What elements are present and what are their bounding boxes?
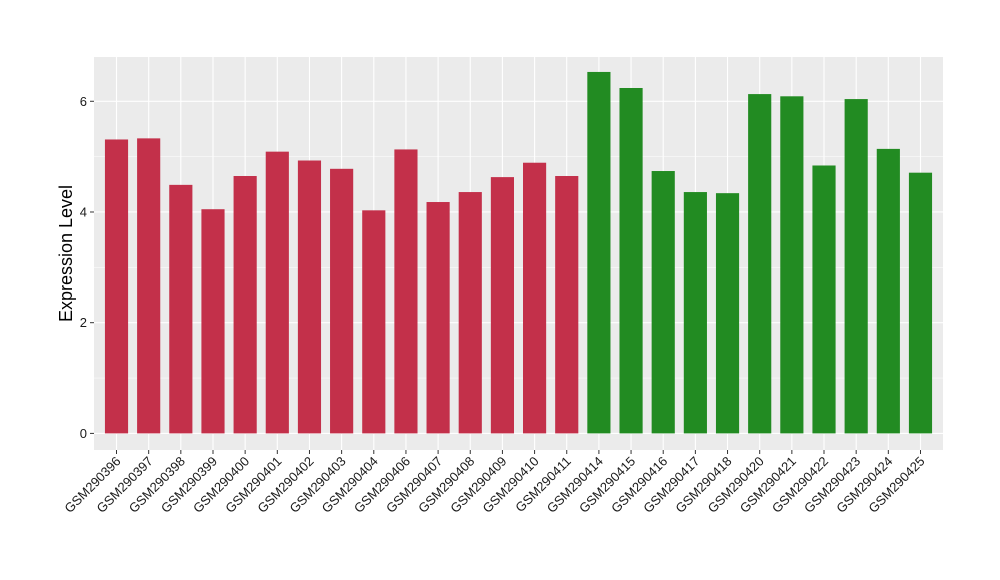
bar-GSM290410 [523, 162, 547, 434]
bar-GSM290404 [362, 210, 386, 434]
bar-GSM290397 [137, 138, 161, 434]
bar-GSM290407 [426, 202, 450, 434]
bar-GSM290418 [715, 193, 740, 434]
bar-GSM290420 [748, 94, 772, 434]
y-axis-title: Expression Level [56, 185, 76, 322]
bar-GSM290416 [651, 171, 675, 434]
y-axis: 0 2 4 6 [80, 94, 94, 441]
bar-GSM290415 [619, 87, 643, 434]
bar-GSM290421 [780, 96, 804, 434]
bar-GSM290401 [265, 151, 289, 434]
bar-GSM290406 [394, 149, 418, 434]
y-tick-label: 0 [80, 426, 87, 441]
bar-GSM290402 [297, 160, 322, 434]
y-tick-label: 4 [80, 204, 87, 219]
bar-GSM290422 [812, 165, 836, 434]
y-tick-label: 2 [80, 315, 87, 330]
bar-GSM290403 [330, 168, 354, 434]
bar-GSM290408 [458, 192, 482, 434]
bar-GSM290424 [876, 148, 900, 434]
bar-GSM290417 [683, 192, 707, 434]
bar-GSM290409 [490, 177, 514, 434]
x-axis: GSM290396GSM290397GSM290398GSM290399GSM2… [61, 450, 928, 516]
bar-GSM290400 [233, 176, 257, 434]
bar-GSM290398 [169, 184, 193, 434]
bar-GSM290414 [587, 71, 611, 434]
bar-GSM290396 [104, 139, 129, 434]
bar-GSM290399 [201, 209, 225, 434]
bar-GSM290423 [844, 99, 868, 434]
bar-GSM290411 [555, 176, 579, 434]
bars [104, 71, 933, 434]
bar-GSM290425 [908, 172, 933, 434]
y-tick-label: 6 [80, 94, 87, 109]
